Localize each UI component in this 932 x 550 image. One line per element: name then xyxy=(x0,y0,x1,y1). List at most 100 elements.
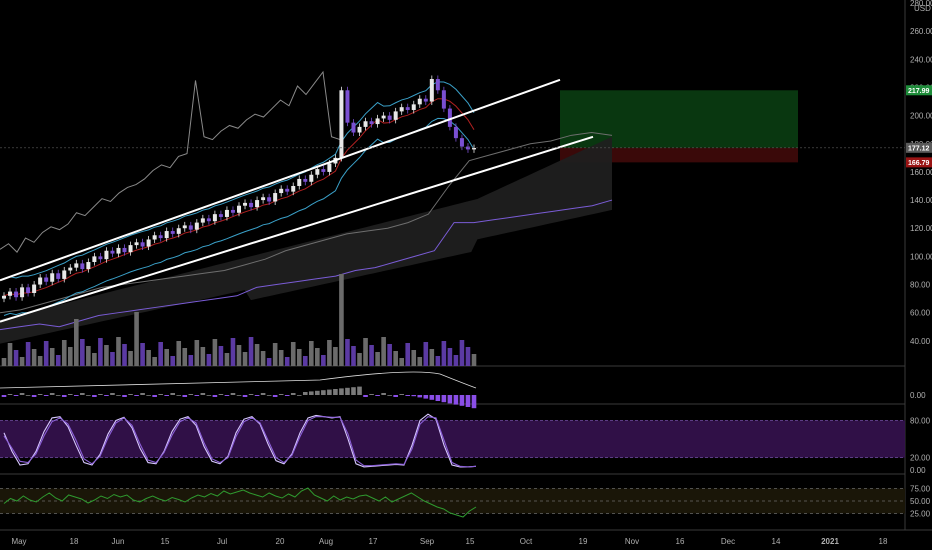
candle-body xyxy=(357,126,362,133)
macd-histogram-bar xyxy=(212,395,218,397)
candle-body xyxy=(399,107,404,112)
price-axis-label: 40.00 xyxy=(910,337,931,346)
candle-body xyxy=(261,197,266,201)
macd-histogram-bar xyxy=(164,395,169,396)
time-axis-label: 14 xyxy=(772,537,781,546)
stochastic-k-line xyxy=(3,413,477,468)
stochastic-band xyxy=(0,420,905,458)
macd-histogram-bar xyxy=(363,395,368,397)
macd-histogram-bar xyxy=(182,395,188,397)
time-axis-label: Aug xyxy=(319,537,333,546)
macd-histogram-bar xyxy=(309,391,314,395)
time-axis-label: Jul xyxy=(217,537,227,546)
macd-histogram-bar xyxy=(37,394,43,395)
stochastic-d-line xyxy=(3,416,477,468)
macd-histogram-bar xyxy=(375,395,380,396)
macd-line xyxy=(0,371,477,389)
volume-bar xyxy=(254,344,260,366)
volume-bar xyxy=(134,312,139,366)
macd-histogram-bar xyxy=(188,394,194,395)
macd-histogram-bar xyxy=(49,393,55,395)
candle-body xyxy=(315,169,320,175)
volume-bar xyxy=(188,355,194,366)
macd-histogram-bar xyxy=(381,393,386,395)
stochastic-axis-label: 0.00 xyxy=(910,466,926,475)
volume-bar xyxy=(387,344,392,366)
candle-body xyxy=(327,163,332,172)
macd-histogram-bar xyxy=(465,395,471,407)
volume-bar xyxy=(296,349,302,366)
macd-histogram-bar xyxy=(327,389,332,395)
macd-histogram-bar xyxy=(158,394,163,395)
volume-bar xyxy=(302,356,308,366)
volume-bar xyxy=(43,341,49,366)
volume-bar xyxy=(345,339,350,366)
candle-body xyxy=(363,121,368,127)
candle-body xyxy=(134,242,139,246)
candle-body xyxy=(122,247,127,253)
macd-histogram-bar xyxy=(405,395,411,396)
macd-histogram-bar xyxy=(260,393,266,395)
candle-body xyxy=(273,193,278,202)
macd-histogram-bar xyxy=(315,390,320,395)
volume-bar xyxy=(206,354,212,366)
macd-histogram-bar xyxy=(146,395,151,396)
volume-bar xyxy=(417,357,423,366)
macd-histogram-bar xyxy=(296,395,302,396)
volume-bar xyxy=(284,357,290,366)
macd-histogram-bar xyxy=(417,395,423,398)
candle-body xyxy=(224,209,229,217)
candle-body xyxy=(345,90,350,123)
candle-body xyxy=(194,222,199,230)
volume-bar xyxy=(49,348,55,366)
candle-body xyxy=(86,262,91,270)
volume-bar xyxy=(260,351,266,366)
volume-bar xyxy=(224,353,230,366)
macd-histogram-bar xyxy=(122,395,127,397)
macd-histogram-bar xyxy=(435,395,441,401)
volume-bar xyxy=(459,340,465,366)
macd-histogram-bar xyxy=(43,395,49,396)
macd-histogram-bar xyxy=(61,395,67,397)
candle-body xyxy=(381,115,386,119)
macd-histogram-bar xyxy=(423,395,429,399)
candle-body xyxy=(206,218,211,222)
candle-body xyxy=(465,146,470,150)
candle-body xyxy=(285,188,290,192)
time-axis-label: Oct xyxy=(520,537,533,546)
volume-bar xyxy=(236,345,242,366)
candle-body xyxy=(98,256,103,260)
macd-histogram-bar xyxy=(248,394,254,395)
volume-bar xyxy=(98,338,103,366)
candle-body xyxy=(429,79,434,102)
price-axis-label: 120.00 xyxy=(910,224,932,233)
bollinger-upper xyxy=(3,81,475,280)
macd-histogram-bar xyxy=(242,395,248,397)
time-axis-label: 15 xyxy=(161,537,170,546)
volume-bar xyxy=(272,343,278,366)
macd-histogram-bar xyxy=(104,395,109,396)
macd-histogram-bar xyxy=(67,394,73,395)
volume-bar xyxy=(278,350,284,366)
candle-body xyxy=(321,169,326,172)
volume-bar xyxy=(453,355,459,366)
macd-histogram-bar xyxy=(357,386,362,395)
macd-histogram-bar xyxy=(387,395,392,396)
candle-body xyxy=(255,200,260,208)
time-axis-label: Sep xyxy=(420,537,435,546)
volume-bar xyxy=(116,337,121,366)
candle-body xyxy=(218,214,223,217)
macd-histogram-bar xyxy=(86,395,91,396)
macd-histogram-bar xyxy=(393,395,398,397)
macd-histogram-bar xyxy=(333,389,338,395)
volume-bar xyxy=(242,352,248,366)
candle-body xyxy=(267,197,272,202)
volume-bar xyxy=(339,274,344,366)
price-tag-box xyxy=(906,142,932,153)
macd-histogram-bar xyxy=(411,395,417,397)
volume-bar xyxy=(315,348,320,366)
candle-body xyxy=(339,90,344,158)
candle-body xyxy=(417,98,422,105)
candle-body xyxy=(26,287,31,293)
macd-histogram-bar xyxy=(200,393,206,395)
